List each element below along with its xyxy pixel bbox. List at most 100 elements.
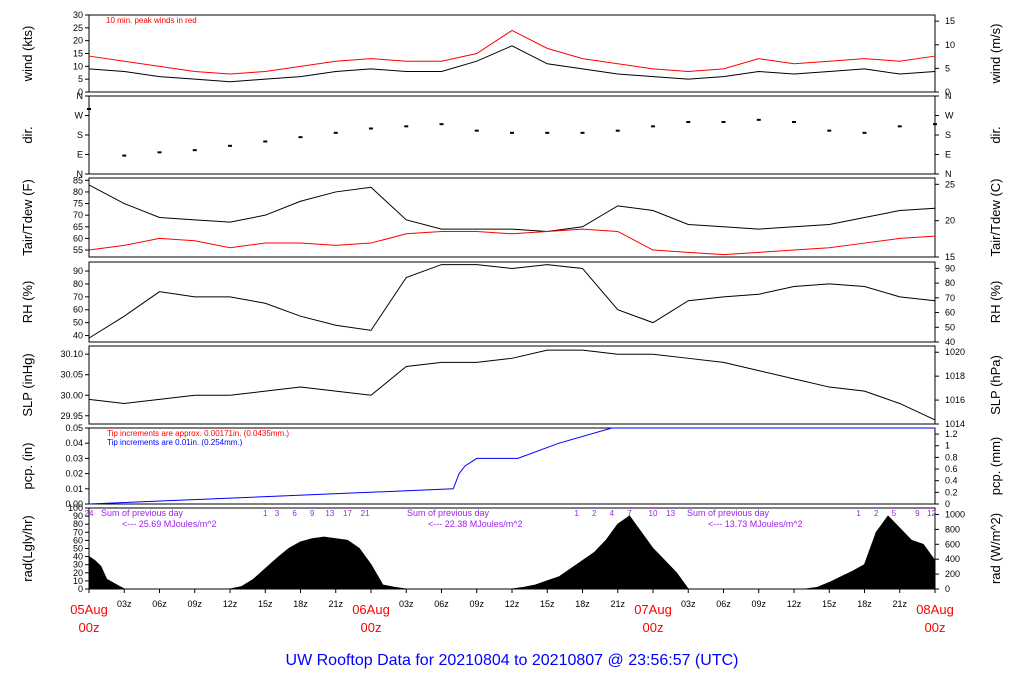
left-tick-label: 0.01 <box>65 484 83 494</box>
right-tick-label: S <box>945 130 951 140</box>
panel-3: 40 50 60 70 80 90 40 50 60 70 80 90 RH (%) RH (%) <box>20 261 1003 347</box>
hour-mark: 9 <box>915 509 920 518</box>
right-tick-label: N <box>945 169 952 179</box>
right-tick-label: 20 <box>945 216 955 226</box>
left-tick-label: 50 <box>73 544 83 554</box>
direction-point <box>827 129 832 132</box>
hour-label: 21z <box>892 599 907 609</box>
right-tick-label: 60 <box>945 308 955 318</box>
right-tick-label: 25 <box>945 179 955 189</box>
hour-mark: 17 <box>343 509 352 518</box>
right-tick-label: 40 <box>945 337 955 347</box>
right-tick-label: 0.6 <box>945 464 958 474</box>
ylabel-left: rad(Lgly/hr) <box>20 515 35 581</box>
hour-label: 03z <box>117 599 132 609</box>
ylabel-left: SLP (inHg) <box>20 353 35 416</box>
hour-label: 06z <box>152 599 167 609</box>
right-tick-label: 15 <box>945 252 955 262</box>
ylabel-right: SLP (hPa) <box>988 355 1003 415</box>
day-label: 08Aug <box>916 602 954 617</box>
panel-6: 010203040506070809010002004006008001000r… <box>20 503 1003 594</box>
hour-mark: 9 <box>310 509 315 518</box>
hour-mark: 10 <box>649 509 658 518</box>
direction-point <box>615 129 620 132</box>
hour-mark: 1 <box>574 509 579 518</box>
panel-frame <box>88 261 936 343</box>
hour-label: 09z <box>751 599 766 609</box>
left-tick-label: 70 <box>73 292 83 302</box>
left-tick-label: 80 <box>73 187 83 197</box>
direction-point <box>439 123 444 126</box>
right-tick-label: 1000 <box>945 509 965 519</box>
right-tick-label: 0 <box>945 499 950 509</box>
right-tick-label: 200 <box>945 569 960 579</box>
day-sum-label: Sum of previous day <box>407 508 490 518</box>
ylabel-left: Tair/Tdew (F) <box>20 179 35 256</box>
left-tick-label: 30.10 <box>60 349 83 359</box>
direction-point <box>87 108 91 110</box>
series-line <box>88 45 936 83</box>
right-tick-label: 1014 <box>945 419 965 429</box>
hour-label: 03z <box>681 599 696 609</box>
hour-label: 12z <box>787 599 802 609</box>
left-tick-label: 0.03 <box>65 453 83 463</box>
panel-frame <box>88 177 936 258</box>
left-tick-label: 55 <box>73 245 83 255</box>
direction-point <box>510 131 514 134</box>
day-sum-value: <--- 13.73 MJoules/m^2 <box>708 519 803 529</box>
day-label: 05Aug <box>70 602 108 617</box>
direction-point <box>369 127 373 130</box>
left-tick-label: 0.02 <box>65 469 83 479</box>
left-tick-label: 65 <box>73 222 83 232</box>
series-line <box>88 264 936 339</box>
ylabel-right: rad (W/m^2) <box>988 513 1003 584</box>
direction-point <box>192 149 197 152</box>
left-tick-label: W <box>75 111 84 121</box>
hour-mark: 13 <box>325 509 334 518</box>
left-tick-label: 30.00 <box>60 390 83 400</box>
left-tick-label: 40 <box>73 331 83 341</box>
hour-label: 21z <box>610 599 625 609</box>
direction-point <box>333 131 338 134</box>
direction-point <box>580 131 585 134</box>
direction-point <box>686 121 691 123</box>
hour-label: 12z <box>223 599 238 609</box>
hour-mark: 7 <box>627 509 632 518</box>
hour-label: 03z <box>399 599 414 609</box>
direction-point <box>792 121 796 123</box>
panel-annotation: 10 min. peak winds in red <box>106 16 197 25</box>
hour-mark: 4 <box>610 509 615 518</box>
direction-point <box>122 154 127 157</box>
panel-0: 0 5 10 15 20 25 30 0 5 10 15 wind (kts) wind (m/s) 10… <box>20 10 1003 97</box>
day-label: 07Aug <box>634 602 672 617</box>
hour-mark: 5 <box>892 509 897 518</box>
panel-4: 29.95 30.00 30.05 30.10 1014 1016 1018 1020 SLP … <box>20 345 1003 429</box>
hour-label: 15z <box>822 599 837 609</box>
ylabel-right: Tair/Tdew (C) <box>988 178 1003 256</box>
right-tick-label: 800 <box>945 524 960 534</box>
direction-point <box>933 123 937 126</box>
left-tick-label: 5 <box>78 74 83 84</box>
hour-label: 18z <box>575 599 590 609</box>
hour-mark: 24 <box>85 509 94 518</box>
day-sub-label: 00z <box>643 620 664 635</box>
day-sum-label: Sum of previous day <box>101 508 184 518</box>
hour-label: 15z <box>540 599 555 609</box>
day-sub-label: 00z <box>361 620 382 635</box>
left-tick-label: 20 <box>73 568 83 578</box>
left-tick-label: 60 <box>73 233 83 243</box>
left-tick-label: 10 <box>73 576 83 586</box>
direction-point <box>545 131 550 134</box>
panel-frame <box>88 95 936 175</box>
ylabel-right: wind (m/s) <box>988 24 1003 85</box>
hour-mark: 6 <box>292 509 297 518</box>
right-tick-label: 0.2 <box>945 487 958 497</box>
left-tick-label: 75 <box>73 199 83 209</box>
hour-mark: 21 <box>361 509 370 518</box>
left-tick-label: 80 <box>73 279 83 289</box>
series-line <box>88 427 935 505</box>
left-tick-label: 20 <box>73 36 83 46</box>
